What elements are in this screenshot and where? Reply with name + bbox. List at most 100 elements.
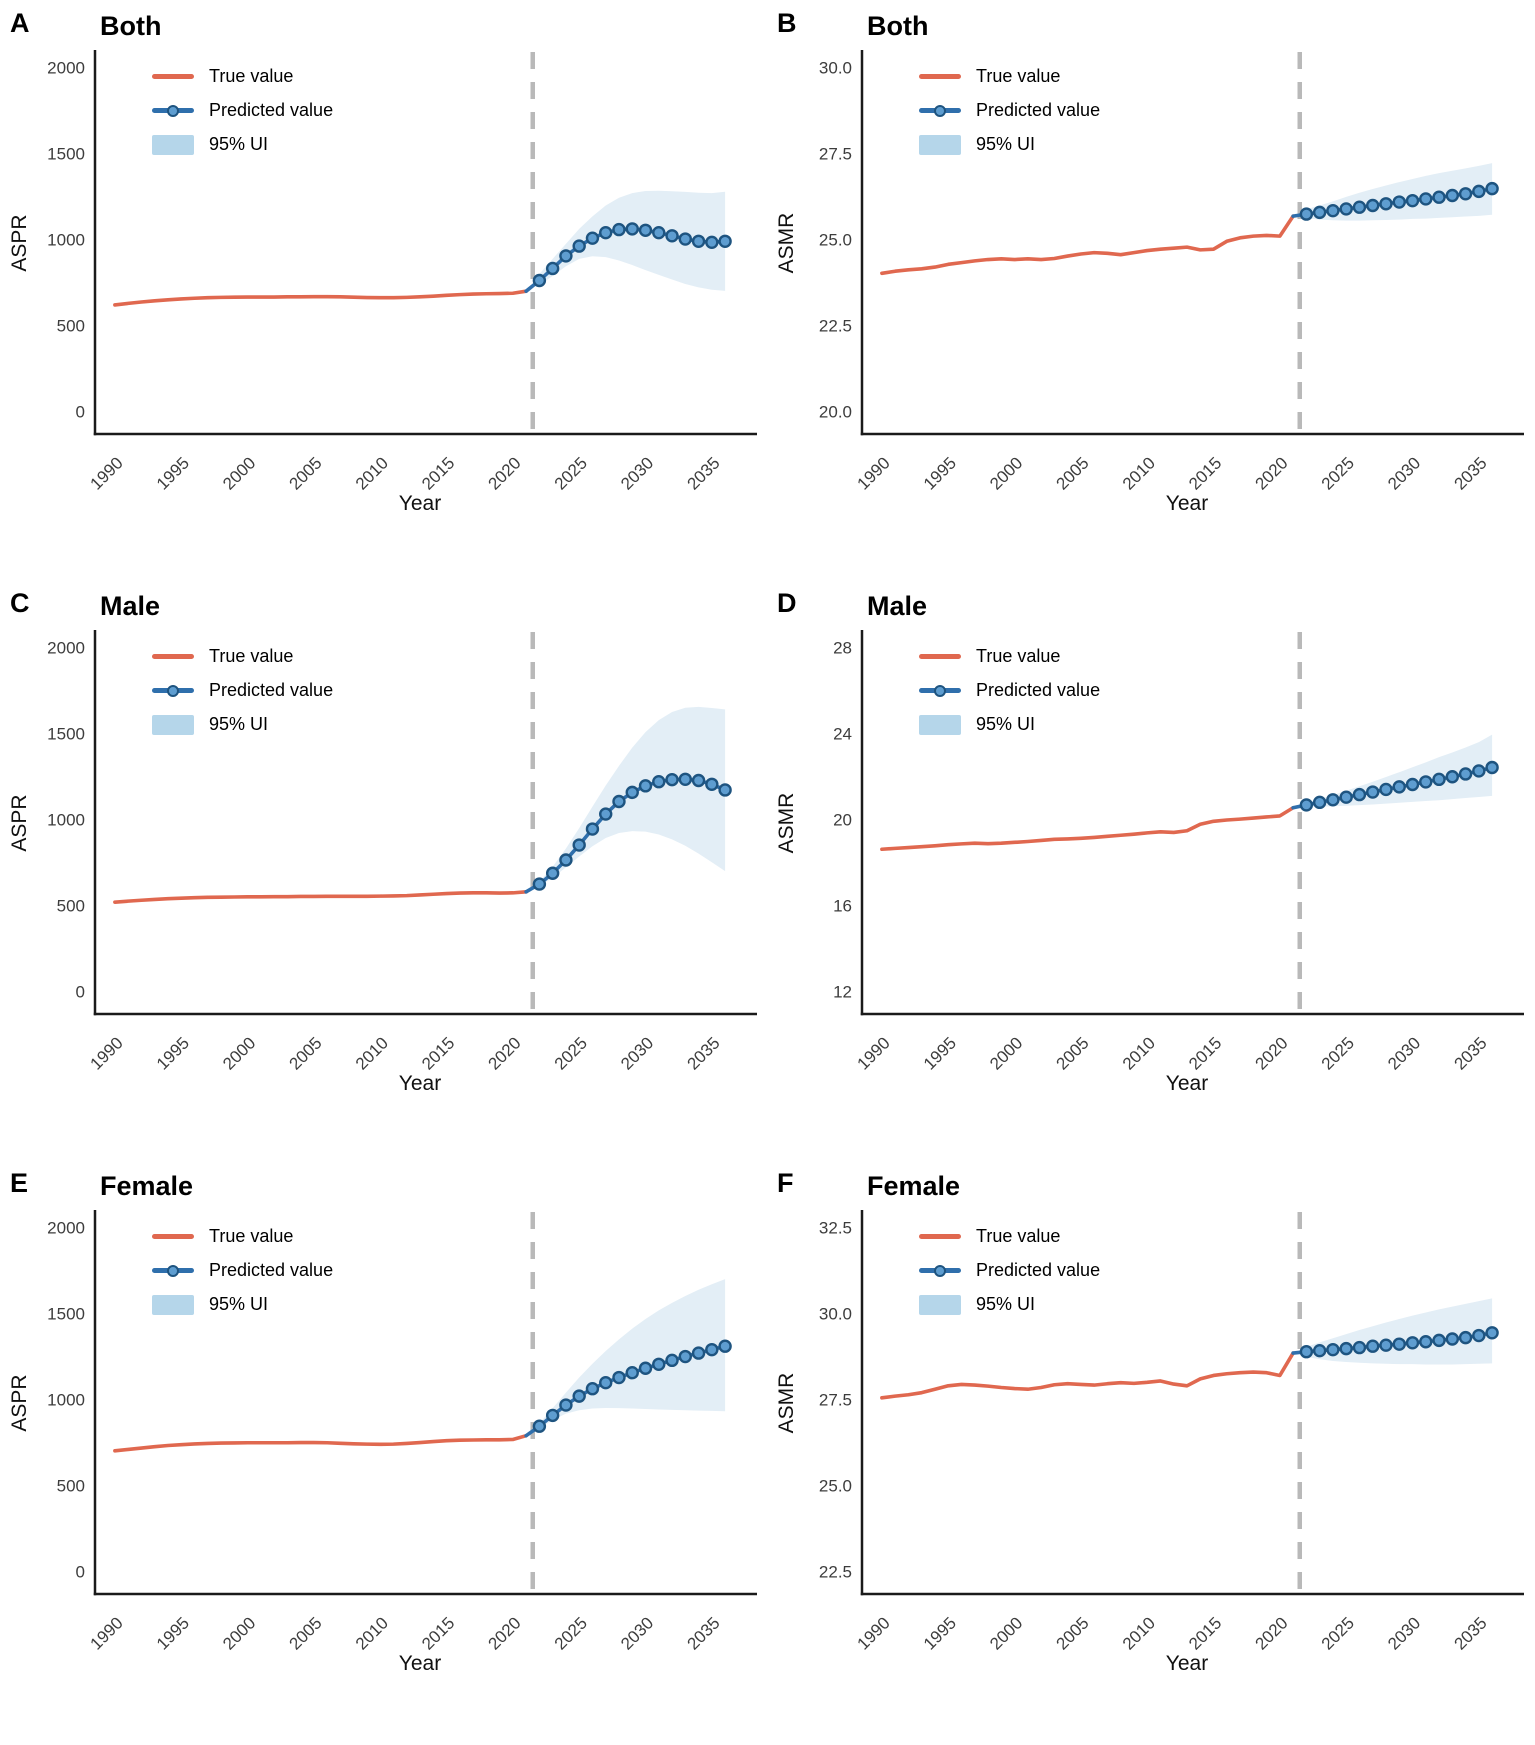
- data-point-marker: [1352, 200, 1367, 215]
- panel-title: Both: [100, 11, 162, 41]
- legend: True value Predicted value 95% UI: [919, 1226, 1100, 1315]
- y-tick-label: 22.5: [819, 317, 852, 336]
- chart-area: 20.0 22.5 25.0 27.5 30.0 1990 1995 2000 2005 2010…: [767, 44, 1535, 524]
- marker-dot-icon: [167, 104, 179, 117]
- y-tick-label: 12: [833, 983, 852, 1002]
- data-point-marker: [599, 807, 613, 822]
- legend-label: Predicted value: [976, 1260, 1101, 1281]
- ui-band-swatch-icon: [152, 714, 194, 735]
- marker-dot-icon: [167, 1264, 179, 1277]
- chart-canvas-b: 20.0 22.5 25.0 27.5 30.0 1990 1995 2000 2005 2010…: [775, 50, 1524, 515]
- data-point-marker: [1458, 187, 1473, 201]
- data-point-marker: [678, 1350, 693, 1364]
- true-value-line: [113, 1434, 528, 1454]
- data-point-marker: [1419, 775, 1433, 790]
- marker-dot-icon: [167, 684, 179, 697]
- data-point-marker: [572, 838, 586, 853]
- x-tick-label: 1990: [854, 1034, 894, 1074]
- legend-label: Predicted value: [209, 1260, 334, 1281]
- x-tick-label: 2010: [1119, 1034, 1159, 1074]
- x-tick-label: 2035: [1450, 1614, 1490, 1654]
- legend-item-true-value: True value: [919, 646, 1100, 667]
- predicted-value-line-swatch-icon: [152, 684, 194, 697]
- y-tick-label: 2000: [47, 59, 85, 78]
- data-point-marker: [1339, 202, 1353, 217]
- x-tick-label: 2005: [286, 1034, 326, 1074]
- data-point-marker: [691, 1346, 706, 1361]
- data-point-marker: [1299, 798, 1314, 813]
- x-tick-label: 1995: [153, 454, 193, 494]
- y-axis-title: ASPR: [8, 1375, 31, 1432]
- data-point-marker: [1445, 770, 1460, 784]
- chart-canvas-e: 0 500 1000 1500 2000 1990 1995 2000 2005 2010 2015…: [8, 1210, 757, 1675]
- x-axis-title: Year: [399, 1652, 441, 1675]
- legend-item-predicted-value: Predicted value: [152, 680, 333, 701]
- data-point-marker: [1472, 185, 1486, 199]
- legend-item-predicted-value: Predicted value: [919, 1260, 1100, 1281]
- x-tick-label: 2030: [1384, 1034, 1424, 1074]
- panel-b-both-asmr: B Both 20.0 22.5 25.0 27.5 30.0 1990 1995 2000 2…: [767, 0, 1535, 580]
- data-point-marker: [652, 226, 666, 240]
- y-tick-label: 30.0: [819, 59, 852, 78]
- true-value-line-swatch-icon: [919, 74, 961, 80]
- legend-item-predicted-value: Predicted value: [919, 680, 1100, 701]
- y-tick-label: 20.0: [819, 403, 852, 422]
- y-tick-label: 24: [833, 725, 852, 744]
- legend: True value Predicted value 95% UI: [152, 66, 333, 155]
- data-point-marker: [585, 1382, 600, 1396]
- x-tick-label: 2000: [986, 1614, 1026, 1654]
- y-tick-label: 1500: [47, 725, 85, 744]
- y-tick-label: 1000: [47, 231, 85, 250]
- legend-label: 95% UI: [209, 1294, 269, 1315]
- x-tick-label: 2000: [219, 1034, 259, 1074]
- data-point-marker: [1392, 1337, 1406, 1352]
- legend-item-true-value: True value: [919, 66, 1100, 87]
- x-tick-label: 2020: [485, 454, 525, 494]
- confidence-band: [539, 191, 726, 292]
- legend: True value Predicted value 95% UI: [152, 646, 333, 735]
- chart-area: 0 500 1000 1500 2000 1990 1995 2000 2005 2010 2015…: [0, 44, 767, 524]
- data-point-marker: [612, 1371, 626, 1385]
- panel-letter: E: [10, 1168, 29, 1198]
- legend-label: True value: [976, 1226, 1061, 1247]
- x-tick-label: 2020: [1252, 1614, 1292, 1654]
- data-point-marker: [1432, 190, 1446, 205]
- data-point-marker: [1432, 773, 1446, 787]
- data-point-marker: [1352, 1341, 1367, 1355]
- y-axis-title: ASMR: [775, 213, 798, 274]
- panel-f-female-asmr: F Female 22.5 25.0 27.5 30.0 32.5 1990 1995 200…: [767, 1160, 1535, 1745]
- chart-area: 22.5 25.0 27.5 30.0 32.5 1990 1995 2000 2005 2010…: [767, 1204, 1535, 1684]
- data-point-marker: [559, 853, 573, 868]
- x-tick-label: 1990: [854, 1614, 894, 1654]
- x-tick-label: 1995: [153, 1614, 193, 1654]
- x-tick-label: 1990: [87, 454, 127, 494]
- data-point-marker: [1485, 182, 1499, 196]
- legend-label: 95% UI: [976, 134, 1036, 155]
- x-tick-label: 1995: [920, 1034, 960, 1074]
- true-value-line-swatch-icon: [919, 1234, 961, 1240]
- x-tick-label: 1990: [854, 454, 894, 494]
- x-tick-label: 2005: [1053, 1034, 1093, 1074]
- true-value-line: [880, 214, 1295, 276]
- panel-title: Male: [867, 591, 928, 621]
- panel-a-both-aspr: A Both 0 500 1000 1500 2000 1990 1995 2000 2005 2…: [0, 0, 767, 580]
- legend-item-95-ui: 95% UI: [152, 1294, 333, 1315]
- y-tick-label: 0: [76, 1563, 85, 1582]
- x-tick-label: 2015: [1185, 454, 1225, 494]
- x-tick-label: 2025: [551, 454, 591, 494]
- y-tick-label: 2000: [47, 639, 85, 658]
- legend-item-true-value: True value: [152, 66, 333, 87]
- data-point-marker: [532, 1419, 547, 1434]
- marker-dot-icon: [934, 684, 946, 697]
- data-point-marker: [638, 779, 653, 793]
- predicted-value-line-swatch-icon: [152, 1264, 194, 1277]
- x-axis-title: Year: [399, 1072, 441, 1095]
- x-tick-label: 2030: [1384, 454, 1424, 494]
- legend-label: True value: [976, 66, 1061, 87]
- data-point-marker: [718, 234, 732, 249]
- y-tick-label: 500: [57, 1477, 85, 1496]
- data-point-marker: [572, 1389, 586, 1404]
- panel-title: Female: [100, 1171, 194, 1201]
- chart-canvas-c: 0 500 1000 1500 2000 1990 1995 2000 2005 2010 2015…: [8, 630, 757, 1095]
